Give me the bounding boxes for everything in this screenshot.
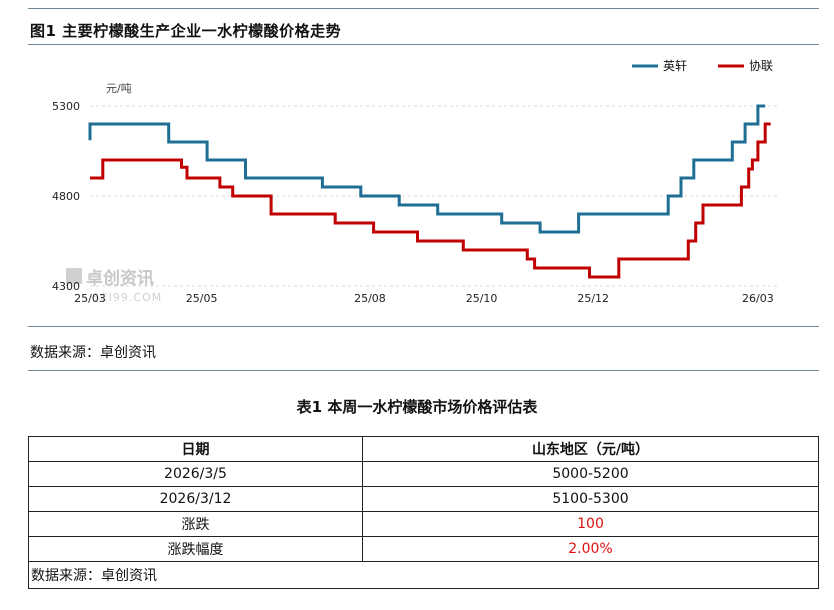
cell-date: 2026/3/5 — [28, 461, 363, 487]
table-footer-row: 数据来源：卓创资讯 — [28, 561, 819, 589]
watermark-sub: SCI99.COM — [92, 291, 162, 304]
legend-label: 英轩 — [663, 59, 687, 73]
cell-change-pct-label: 涨跌幅度 — [28, 536, 363, 562]
series-line — [88, 104, 766, 234]
table-title: 表1 本周一水柠檬酸市场价格评估表 — [296, 398, 538, 416]
price-table: 日期 山东地区（元/吨） 2026/3/5 5000-5200 2026/3/1… — [28, 436, 819, 589]
series-lines — [88, 104, 771, 279]
cell-change-label: 涨跌 — [28, 511, 363, 537]
watermark: 卓创资讯 SCI99.COM — [66, 268, 162, 304]
table-header-row: 日期 山东地区（元/吨） — [28, 436, 819, 462]
y-tick-labels: 4300 4800 5300 — [52, 100, 80, 293]
legend: 英轩 协联 — [632, 58, 773, 73]
x-tick-label: 25/08 — [354, 292, 386, 305]
header-date: 日期 — [28, 436, 363, 462]
chart-bottom-rule — [28, 326, 819, 327]
cell-change-value: 100 — [362, 511, 819, 537]
series-line — [90, 122, 771, 279]
x-tick-label: 25/03 — [74, 292, 106, 305]
cell-price: 5100-5300 — [362, 486, 819, 512]
x-tick-label: 25/05 — [186, 292, 218, 305]
y-tick-label: 4800 — [52, 190, 80, 203]
figure-title: 图1 主要柠檬酸生产企业一水柠檬酸价格走势 — [30, 22, 342, 40]
watermark-text: 卓创资讯 — [86, 268, 154, 289]
cell-date: 2026/3/12 — [28, 486, 363, 512]
legend-label: 协联 — [749, 58, 773, 73]
x-tick-label: 25/10 — [466, 292, 498, 305]
table-source: 数据来源：卓创资讯 — [28, 561, 819, 589]
table-row: 2026/3/5 5000-5200 — [28, 461, 819, 487]
top-rule — [28, 8, 819, 9]
source-rule — [28, 370, 819, 371]
table-row: 2026/3/12 5100-5300 — [28, 486, 819, 512]
y-tick-label: 5300 — [52, 100, 80, 113]
chart-source: 数据来源：卓创资讯 — [30, 345, 156, 361]
x-tick-label: 25/12 — [577, 292, 609, 305]
grid-lines — [90, 105, 778, 287]
table-row: 涨跌 100 — [28, 511, 819, 537]
x-tick-label: 26/03 — [742, 292, 774, 305]
watermark-logo-icon — [66, 268, 82, 284]
cell-price: 5000-5200 — [362, 461, 819, 487]
y-axis-unit: 元/吨 — [106, 82, 132, 95]
title-rule — [28, 44, 819, 45]
table-row: 涨跌幅度 2.00% — [28, 536, 819, 562]
header-region: 山东地区（元/吨） — [362, 436, 819, 462]
y-tick-label: 4300 — [52, 280, 80, 293]
x-tick-labels: 25/03 25/05 25/08 25/10 25/12 26/03 — [74, 292, 774, 305]
cell-change-pct-value: 2.00% — [362, 536, 819, 562]
